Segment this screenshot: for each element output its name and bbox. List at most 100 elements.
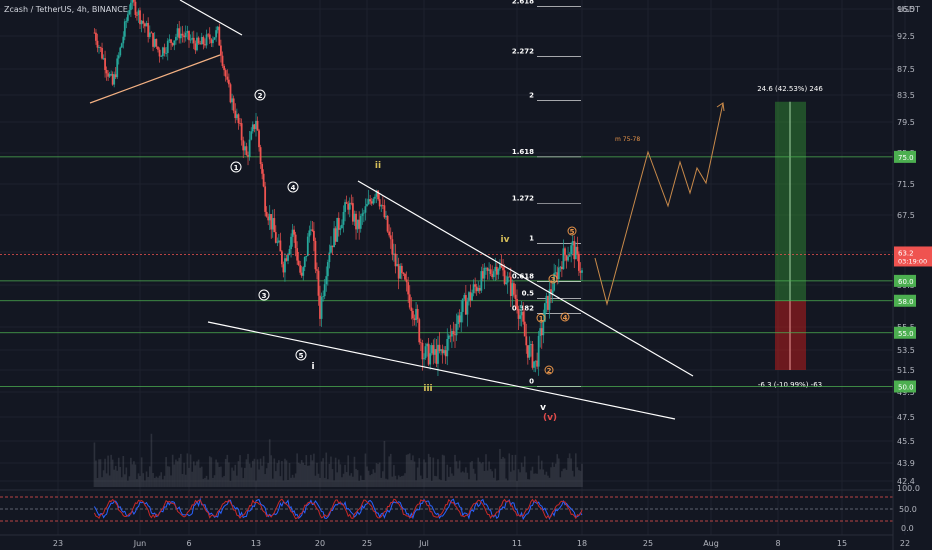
- long-position-tool[interactable]: 24.6 (42.53%) 246 -6.3 (-10.99%) -63: [757, 85, 823, 389]
- volume-bar: [150, 433, 153, 487]
- projected-path[interactable]: [594, 102, 724, 306]
- candle-body: [331, 245, 334, 248]
- candle-body: [284, 258, 286, 273]
- volume-bar: [412, 455, 414, 487]
- candle-body: [212, 39, 214, 44]
- volume-bar: [276, 463, 279, 487]
- volume-bar: [474, 473, 476, 487]
- volume-bar: [548, 477, 551, 487]
- trendlines[interactable]: [89, 0, 694, 420]
- candle-body: [508, 276, 511, 278]
- candle-body: [334, 228, 337, 242]
- volume-bar: [477, 457, 480, 487]
- volume-bar: [226, 454, 229, 487]
- volume-bar: [369, 475, 371, 487]
- candle-body: [253, 124, 256, 129]
- candle-body: [107, 73, 110, 77]
- candle-body: [122, 36, 125, 44]
- volume-bar: [513, 470, 515, 487]
- volume-bar: [168, 466, 171, 487]
- y-tick-label: 71.5: [897, 180, 915, 189]
- candle-body: [220, 45, 222, 56]
- candle-body: [265, 211, 268, 217]
- volume-bar: [125, 467, 128, 487]
- volume-bar: [237, 461, 240, 487]
- candle-body: [553, 273, 556, 291]
- volume-bar: [540, 460, 543, 487]
- volume-bar: [273, 458, 276, 487]
- volume-bar: [499, 448, 501, 487]
- volume-bar: [259, 458, 262, 487]
- candle-body: [495, 266, 498, 275]
- time-axis[interactable]: 23 Jun 6 13 20 25 Jul 11 18 25 Aug 8 15 22: [0, 534, 910, 548]
- candle-body: [402, 272, 405, 274]
- volume-bar: [194, 465, 197, 487]
- candle-body: [460, 311, 463, 323]
- candle-body: [396, 264, 398, 267]
- price-tag-text: 75.0: [898, 154, 914, 162]
- fib-level-label: 0.5: [522, 290, 535, 298]
- volume-bar: [247, 453, 249, 487]
- candle-body: [514, 294, 517, 299]
- volume-bar: [443, 455, 445, 487]
- volume-bar: [438, 479, 441, 487]
- x-tick-label: 15: [837, 539, 847, 548]
- y-tick-label: 67.5: [897, 211, 915, 220]
- candle-body: [323, 284, 326, 297]
- volume-bar: [244, 467, 246, 487]
- volume-bar: [139, 475, 141, 487]
- volume-bar: [134, 464, 137, 487]
- candle-body: [567, 256, 569, 261]
- last-price-tag-bg: [894, 246, 932, 267]
- candle-body: [294, 234, 297, 249]
- volume-bar: [404, 473, 406, 487]
- volume-bar: [372, 469, 375, 487]
- candle-body: [574, 246, 577, 260]
- candle-body: [560, 266, 563, 270]
- volume-bar: [93, 442, 96, 487]
- volume-bar: [367, 470, 370, 487]
- volume-bar: [171, 454, 174, 487]
- volume-bar: [350, 473, 353, 487]
- candle-body: [191, 37, 194, 40]
- x-tick-label: 6: [186, 539, 191, 548]
- support-resistance-lines[interactable]: [0, 156, 893, 387]
- volume-bar: [231, 467, 233, 487]
- wave-4-orange: 4: [560, 312, 570, 322]
- candle-body: [150, 32, 153, 34]
- volume-bar: [256, 459, 259, 487]
- candle-body: [361, 213, 364, 216]
- candle-body: [427, 343, 430, 365]
- volume-bar: [570, 458, 572, 487]
- candle-body: [375, 190, 378, 197]
- volume-bar: [245, 459, 248, 487]
- wedge-lower-line[interactable]: [207, 321, 676, 420]
- candle-body: [160, 56, 163, 57]
- candle-body: [142, 20, 145, 24]
- volume-bar: [108, 475, 111, 487]
- candle-body: [259, 147, 262, 165]
- candle-body: [383, 205, 386, 218]
- candle-body: [571, 241, 574, 246]
- volume-bar: [303, 464, 306, 487]
- loss-label: -6.3 (-10.99%) -63: [758, 381, 822, 389]
- volume-bar: [181, 474, 184, 487]
- volume-bar: [475, 480, 478, 487]
- triangle-lower-line[interactable]: [89, 54, 221, 104]
- volume-bar: [553, 466, 555, 487]
- volume-bar: [334, 457, 337, 487]
- x-tick-label: 25: [643, 539, 653, 548]
- candle-body: [200, 37, 203, 45]
- price-tag-text: 58.0: [898, 298, 914, 306]
- wave-2-orange: 2: [544, 365, 554, 375]
- volume-bar: [375, 463, 378, 487]
- wedge-upper-line[interactable]: [357, 180, 694, 377]
- volume-bar: [342, 473, 345, 487]
- volume-bar: [117, 457, 120, 487]
- wave-v-label: v: [540, 403, 546, 413]
- volume-bar: [458, 460, 461, 487]
- candle-body: [288, 249, 291, 255]
- candle-body: [168, 39, 171, 41]
- triangle-upper-line[interactable]: [179, 0, 243, 36]
